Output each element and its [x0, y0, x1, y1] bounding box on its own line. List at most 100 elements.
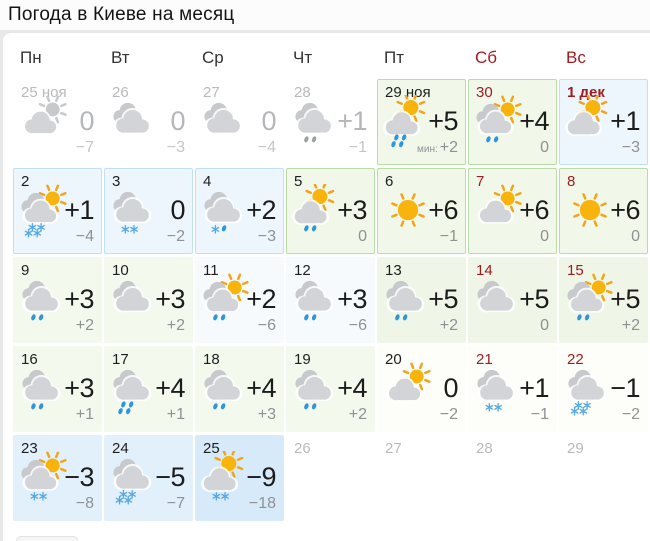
day-cell[interactable]: 6 +6 −1: [377, 168, 466, 254]
day-cell[interactable]: 14 +5 0: [468, 257, 557, 343]
day-low-temp: +2: [166, 317, 185, 334]
day-low-temp: −1: [439, 228, 458, 245]
weekday-header-пн: Пн: [20, 48, 42, 67]
day-date: 25: [203, 440, 220, 457]
day-date: 7: [476, 173, 485, 190]
day-date: 22: [567, 351, 584, 368]
cloud-snow-icon: [108, 451, 162, 505]
day-cell[interactable]: 28 +1 −1: [286, 79, 375, 165]
cloud-icon: [472, 273, 526, 325]
day-cell[interactable]: 5 +3 0: [286, 168, 375, 254]
day-cell[interactable]: 20 0 −2: [377, 346, 466, 432]
day-date: 17: [112, 351, 129, 368]
day-high-temp: +4: [246, 373, 276, 403]
day-cell[interactable]: 23 −3 −8: [13, 435, 102, 521]
day-cell[interactable]: 1 дек +1 −3: [559, 79, 648, 165]
cloud-rain-icon: [290, 273, 344, 325]
day-high-temp: +3: [64, 373, 94, 403]
day-date: 2: [21, 173, 30, 190]
weekday-header-ср: Ср: [202, 48, 224, 67]
day-high-temp: +2: [246, 195, 276, 225]
day-cell[interactable]: 8 +6 0: [559, 168, 648, 254]
day-cell[interactable]: 17 +4 +1: [104, 346, 193, 432]
day-cell[interactable]: 9 +3 +2: [13, 257, 102, 343]
day-cell[interactable]: 16 +3 +1: [13, 346, 102, 432]
day-date: 26: [112, 84, 129, 101]
day-low-temp: −18: [248, 495, 276, 512]
day-cell[interactable]: 21 +1 −1: [468, 346, 557, 432]
sun-icon: [563, 184, 617, 236]
day-cell[interactable]: 22 −1 −2: [559, 346, 648, 432]
day-cell[interactable]: 18 +4 +3: [195, 346, 284, 432]
day-cell[interactable]: 13 +5 +2: [377, 257, 466, 343]
day-cell[interactable]: 25 ноя 0 −7: [13, 79, 102, 165]
day-cell[interactable]: 10 +3 +2: [104, 257, 193, 343]
day-date: 4: [203, 173, 212, 190]
day-high-temp: +3: [64, 284, 94, 314]
cloud-rain-icon: [17, 273, 71, 325]
cloud-rain-icon: [290, 362, 344, 414]
day-low-temp: −1: [348, 139, 367, 156]
weekday-header-чт: Чт: [293, 48, 313, 67]
day-low-temp: −7: [166, 495, 185, 512]
day-date: 25 ноя: [21, 84, 67, 101]
day-low-temp: −8: [75, 495, 94, 512]
weekday-header-вт: Вт: [111, 48, 130, 67]
day-cell[interactable]: 27 0 −4: [195, 79, 284, 165]
day-low-temp: мин: +2: [416, 139, 458, 156]
weekday-header-row: Пн Вт Ср Чт Пт Сб Вс: [3, 33, 650, 79]
day-cell[interactable]: 25 −9 −18: [195, 435, 284, 521]
day-high-temp: −3: [64, 462, 94, 492]
weekday-header-сб: Сб: [475, 48, 498, 67]
day-cell[interactable]: 2 +1 −4: [13, 168, 102, 254]
day-low-temp: −3: [166, 139, 185, 156]
day-cell[interactable]: 3 0 −2: [104, 168, 193, 254]
day-date: 5: [294, 173, 303, 190]
day-cell[interactable]: 4 +2 −3: [195, 168, 284, 254]
cloud-sun-rain-icon: [199, 273, 253, 325]
day-high-temp: +6: [428, 195, 458, 225]
day-high-temp: +3: [155, 284, 185, 314]
cloud-sun-icon: [17, 95, 71, 147]
day-high-temp: +1: [64, 195, 94, 225]
day-cell[interactable]: 7 +6 0: [468, 168, 557, 254]
day-date: 16: [21, 351, 38, 368]
cloud-snow-rain-icon: [199, 184, 253, 236]
cloud-rain-icon: [199, 362, 253, 414]
day-cell[interactable]: 26 0 −3: [104, 79, 193, 165]
page-header: Погода в Киеве на месяц: [0, 0, 650, 30]
day-cell[interactable]: 30 +4 0: [468, 79, 557, 165]
day-cell: 26: [286, 435, 375, 521]
day-high-temp: +4: [155, 373, 185, 403]
cloud-sun-snow-icon: [17, 184, 71, 238]
cloud-icon: [108, 95, 162, 147]
day-date: 19: [294, 351, 311, 368]
day-high-temp: +1: [610, 106, 640, 136]
day-low-temp: −1: [530, 406, 549, 423]
cloud-snow-icon: [108, 184, 162, 236]
day-cell[interactable]: 24 −5 −7: [104, 435, 193, 521]
day-low-temp: −2: [621, 406, 640, 423]
cloud-rain-icon: [290, 95, 344, 147]
day-high-temp: +5: [610, 284, 640, 314]
day-date: 29: [567, 440, 584, 457]
day-low-temp: 0: [540, 139, 549, 156]
day-date: 6: [385, 173, 394, 190]
day-high-temp: +2: [246, 284, 276, 314]
day-date: 20: [385, 351, 402, 368]
day-date: 11: [203, 262, 219, 279]
day-cell[interactable]: 11 +2 −6: [195, 257, 284, 343]
day-date: 27: [385, 440, 402, 457]
day-low-temp: +2: [621, 317, 640, 334]
day-date: 3: [112, 173, 121, 190]
cloud-sun-rain-icon: [563, 273, 617, 325]
day-cell[interactable]: 12 +3 −6: [286, 257, 375, 343]
day-cell[interactable]: 19 +4 +2: [286, 346, 375, 432]
day-cell: 28: [468, 435, 557, 521]
day-cell[interactable]: 15 +5 +2: [559, 257, 648, 343]
day-high-temp: +1: [337, 106, 367, 136]
cloud-sun-snow-icon: [199, 449, 253, 503]
day-cell[interactable]: 29 ноя +5 мин: +2: [377, 79, 466, 165]
cloud-icon: [199, 95, 253, 147]
cloud-sun-snow-icon: [17, 451, 71, 503]
